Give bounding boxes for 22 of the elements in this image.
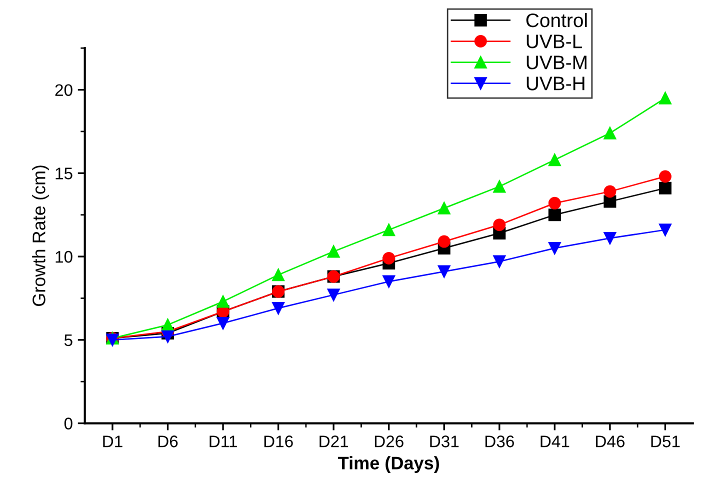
x-tick-label: D16 [264, 436, 293, 448]
legend-label: UVB-L [526, 34, 582, 48]
x-axis-title: Time (Days) [338, 456, 439, 474]
y-tick-label: 20 [55, 84, 72, 96]
legend-label: UVB-M [526, 56, 586, 70]
y-tick-label: 15 [56, 168, 72, 180]
x-tick-label: D11 [210, 436, 237, 448]
legend-label: UVB-H [526, 76, 584, 90]
x-tick-label: D46 [596, 436, 625, 448]
x-tick-label: D1 [103, 436, 122, 448]
y-tick-label: 0 [64, 418, 72, 430]
x-tick-label: D6 [158, 436, 178, 448]
x-tick-label: D36 [485, 436, 514, 448]
legend-label: Control [526, 12, 587, 28]
y-tick-label: 5 [64, 334, 72, 346]
y-axis-title: Growth Rate (cm) [32, 166, 49, 306]
x-tick-label: D21 [320, 436, 348, 448]
y-tick-label: 10 [56, 250, 72, 263]
x-tick-label: D51 [651, 436, 680, 448]
x-tick-label: D26 [374, 436, 404, 448]
x-tick-label: D31 [430, 436, 459, 448]
x-tick-label: D41 [540, 436, 570, 448]
